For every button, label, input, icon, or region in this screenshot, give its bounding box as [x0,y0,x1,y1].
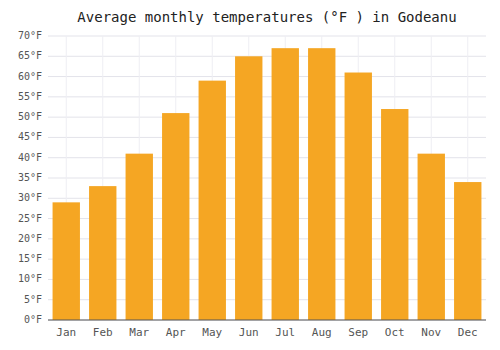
y-grid-line [48,36,486,37]
y-grid-line [48,96,486,97]
y-axis: 0°F 5°F 10°F 15°F 20°F 25°F 30°F 35°F 40°F 45°F 50… [18,30,42,325]
bar [89,186,116,320]
y-grid-line [48,117,486,118]
y-tick-label: 70°F [18,30,42,41]
grid [48,36,486,320]
y-tick-label: 0°F [24,314,42,325]
x-tick-label: Dec [458,326,478,339]
x-tick-label: Oct [385,326,405,339]
x-tick-label: Feb [93,326,113,339]
y-tick-label: 30°F [18,192,42,203]
y-tick-label: 5°F [24,294,42,305]
chart-svg: 0°F 5°F 10°F 15°F 20°F 25°F 30°F 35°F 40°F 45°F 50… [0,0,500,350]
x-tick-label: Jan [56,326,76,339]
bar [381,109,408,320]
bar [308,48,335,320]
y-tick-label: 20°F [18,233,42,244]
x-tick-label: Jul [275,326,295,339]
y-grid-line [48,76,486,77]
bar [454,182,481,320]
x-tick-label: Nov [421,326,441,339]
y-tick-label: 40°F [18,152,42,163]
chart-title: Average monthly temperatures (°F ) in Go… [77,9,456,25]
bar [272,48,299,320]
x-tick-label: Aug [312,326,332,339]
bar [162,113,189,320]
y-tick-label: 15°F [18,253,42,264]
x-axis-line [48,320,486,321]
x-axis: Jan Feb Mar Apr May Jun Jul Aug Sep Oct Nov Dec [48,320,486,339]
y-tick-label: 35°F [18,172,42,183]
chart-container: 0°F 5°F 10°F 15°F 20°F 25°F 30°F 35°F 40°F 45°F 50… [0,0,500,350]
bar [199,81,226,320]
y-tick-label: 60°F [18,71,42,82]
bars [53,48,482,320]
bar [126,154,153,320]
x-tick-label: Sep [348,326,368,339]
y-tick-label: 55°F [18,91,42,102]
bar [235,56,262,320]
y-tick-label: 25°F [18,213,42,224]
x-tick-label: Jun [239,326,259,339]
y-grid-line [48,56,486,57]
x-tick-label: Apr [166,326,186,339]
y-tick-label: 50°F [18,111,42,122]
y-grid-line [48,320,486,321]
x-tick-label: May [202,326,222,339]
x-tick-label: Mar [129,326,149,339]
bar [418,154,445,320]
y-tick-label: 10°F [18,273,42,284]
bar [53,202,80,320]
y-tick-label: 45°F [18,131,42,142]
y-tick-label: 65°F [18,50,42,61]
y-grid-line [48,137,486,138]
bar [345,73,372,320]
